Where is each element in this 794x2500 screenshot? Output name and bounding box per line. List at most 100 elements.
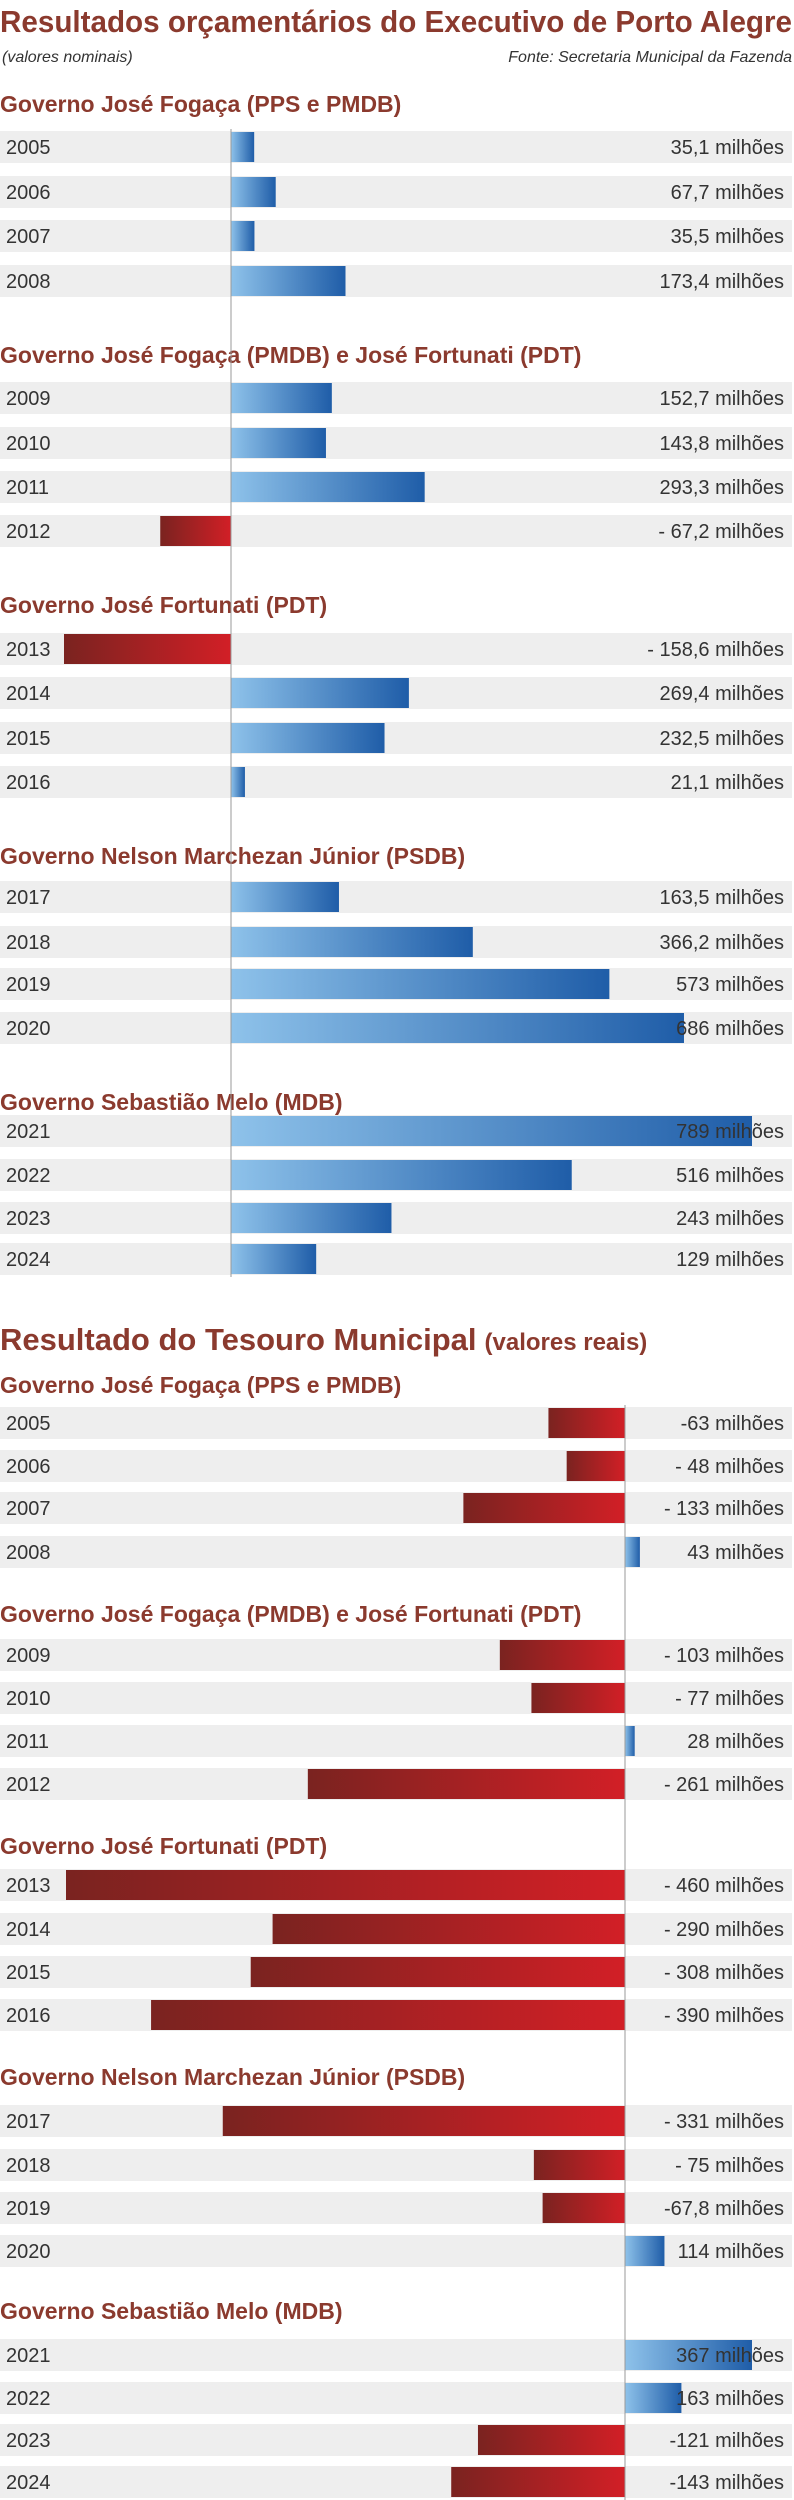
bar	[231, 1244, 317, 1274]
year-label: 2013	[6, 639, 51, 661]
value-label: 516 milhões	[676, 1165, 784, 1187]
year-label: 2021	[6, 1121, 51, 1143]
value-label: - 67,2 milhões	[658, 521, 784, 543]
row-background	[0, 1682, 792, 1714]
year-label: 2009	[6, 1645, 51, 1667]
row-background	[0, 265, 792, 297]
bar	[231, 1160, 572, 1190]
bar	[625, 2236, 665, 2266]
value-label: - 75 milhões	[675, 2155, 784, 2177]
row-background	[0, 1725, 792, 1757]
year-label: 2018	[6, 2155, 51, 2177]
bar	[451, 2467, 625, 2497]
row-background	[0, 1407, 792, 1439]
row-background	[0, 1243, 792, 1275]
chart-title: Resultado do Tesouro Municipal	[0, 1322, 477, 1357]
row-background	[0, 1450, 792, 1482]
bar	[151, 2000, 625, 2030]
bar	[231, 678, 409, 708]
year-label: 2005	[6, 1413, 51, 1435]
group-heading: Governo Nelson Marchezan Júnior (PSDB)	[0, 2064, 465, 2090]
bar	[64, 634, 231, 664]
chart-subtitle: (valores nominais)	[2, 49, 133, 66]
value-label: - 103 milhões	[664, 1645, 784, 1667]
row-background	[0, 2466, 792, 2498]
bar	[231, 1116, 752, 1146]
row-background	[0, 382, 792, 414]
bar	[231, 221, 255, 251]
value-label: 686 milhões	[676, 1018, 784, 1040]
bar	[477, 2425, 625, 2455]
year-label: 2013	[6, 1875, 51, 1897]
value-label: - 290 milhões	[664, 1919, 784, 1941]
chart-title: Resultados orçamentários do Executivo de…	[0, 4, 792, 39]
bar	[231, 882, 339, 912]
value-label: 114 milhões	[678, 2241, 784, 2263]
bar	[548, 1408, 625, 1438]
group-heading: Governo José Fogaça (PPS e PMDB)	[0, 91, 401, 117]
row-background	[0, 722, 792, 754]
value-label: 163 milhões	[676, 2388, 784, 2410]
chart-title-suffix: (valores reais)	[485, 1329, 648, 1356]
year-label: 2023	[6, 2430, 51, 2452]
row-background	[0, 2235, 792, 2267]
value-label: 293,3 milhões	[659, 477, 784, 499]
year-label: 2009	[6, 388, 51, 410]
value-label: - 331 milhões	[664, 2111, 784, 2133]
value-label: - 48 milhões	[675, 1456, 784, 1478]
group-heading: Governo Nelson Marchezan Júnior (PSDB)	[0, 843, 465, 869]
row-background	[0, 2149, 792, 2181]
value-label: - 158,6 milhões	[647, 639, 784, 661]
value-label: -63 milhões	[681, 1413, 784, 1435]
row-background	[0, 131, 792, 163]
bar	[222, 2106, 625, 2136]
value-label: 35,1 milhões	[671, 137, 784, 159]
row-background	[0, 766, 792, 798]
year-label: 2014	[6, 1919, 51, 1941]
value-label: 152,7 milhões	[659, 388, 784, 410]
year-label: 2012	[6, 521, 51, 543]
value-label: - 308 milhões	[664, 1962, 784, 1984]
bar	[231, 767, 245, 797]
value-label: 269,4 milhões	[659, 683, 784, 705]
value-label: -121 milhões	[669, 2430, 784, 2452]
year-label: 2015	[6, 728, 51, 750]
group-heading: Governo José Fogaça (PMDB) e José Fortun…	[0, 1601, 581, 1627]
bar	[625, 1726, 635, 1756]
group-heading: Governo José Fogaça (PPS e PMDB)	[0, 1372, 401, 1398]
year-label: 2016	[6, 2005, 51, 2027]
year-label: 2024	[6, 1249, 51, 1271]
year-label: 2019	[6, 974, 51, 996]
group-heading: Governo José Fortunati (PDT)	[0, 592, 327, 618]
year-label: 2023	[6, 1208, 51, 1230]
value-label: 67,7 milhões	[671, 182, 784, 204]
value-label: 163,5 milhões	[659, 887, 784, 909]
year-label: 2016	[6, 772, 51, 794]
bar	[531, 1683, 625, 1713]
bar	[231, 266, 346, 296]
row-background	[0, 176, 792, 208]
group-heading: Governo Sebastião Melo (MDB)	[0, 1089, 342, 1115]
value-label: 243 milhões	[676, 1208, 784, 1230]
year-label: 2011	[6, 1731, 49, 1753]
bar	[231, 723, 385, 753]
value-label: 232,5 milhões	[659, 728, 784, 750]
value-label: 173,4 milhões	[659, 271, 784, 293]
year-label: 2024	[6, 2472, 51, 2494]
value-label: 366,2 milhões	[659, 932, 784, 954]
year-label: 2008	[6, 1542, 51, 1564]
bar	[463, 1493, 625, 1523]
value-label: - 261 milhões	[664, 1774, 784, 1796]
row-background	[0, 2424, 792, 2456]
year-label: 2010	[6, 433, 51, 455]
value-label: 789 milhões	[676, 1121, 784, 1143]
bar	[533, 2150, 625, 2180]
year-label: 2006	[6, 182, 51, 204]
year-label: 2015	[6, 1962, 51, 1984]
value-label: - 77 milhões	[675, 1688, 784, 1710]
bar	[625, 2383, 682, 2413]
year-label: 2008	[6, 271, 51, 293]
bar	[542, 2193, 625, 2223]
bar	[499, 1640, 625, 1670]
year-label: 2022	[6, 2388, 51, 2410]
